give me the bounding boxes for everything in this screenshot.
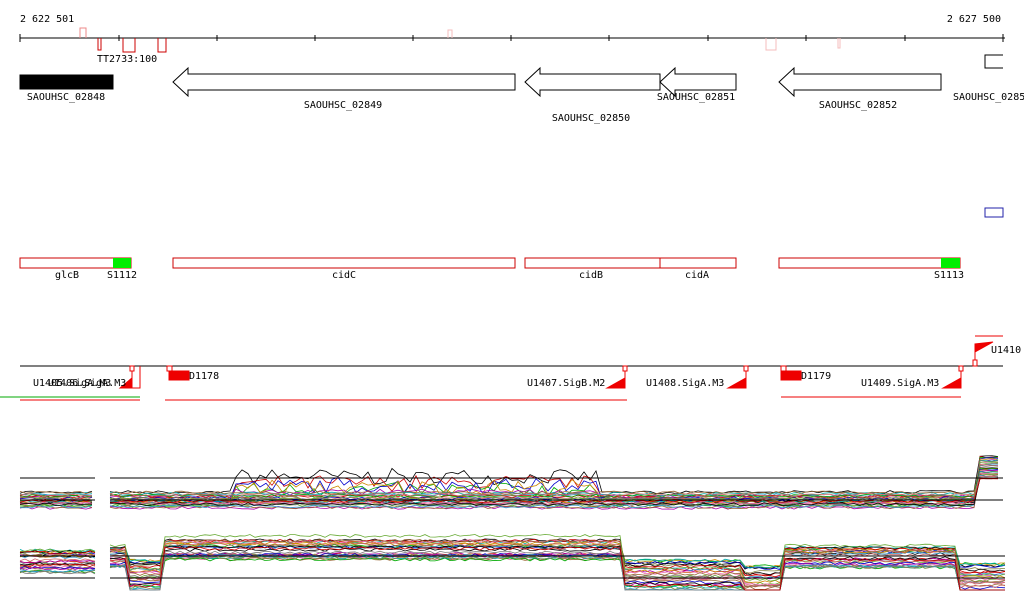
regulon-label: D1179 [801, 371, 831, 382]
promoter-base [622, 365, 628, 372]
expression-line [109, 539, 1006, 588]
operon [172, 257, 516, 269]
axis-end: 2 627 500 [947, 14, 1001, 25]
terminator-base [780, 365, 787, 372]
expression-line [109, 472, 999, 500]
expression-line [109, 557, 1005, 591]
operon-label: cidA [685, 270, 709, 281]
expression-line [19, 490, 93, 494]
expression-line [19, 495, 93, 500]
expression-line [19, 550, 96, 554]
operon-site [113, 258, 131, 268]
gene [984, 54, 1003, 69]
expression-line [109, 478, 999, 503]
promoter-base [129, 365, 135, 372]
expression-line [110, 542, 1005, 569]
gene-label: SAOUHSC_02852 [819, 100, 897, 111]
regulon-label: U1410 [991, 345, 1021, 356]
expression-line [109, 462, 999, 495]
feature [79, 27, 87, 38]
operon-site [941, 258, 960, 268]
gene [778, 66, 942, 98]
expression-line [19, 501, 93, 505]
expression-line [109, 473, 999, 505]
feature [157, 38, 167, 53]
regulon-label: D1178 [189, 371, 219, 382]
expression-line [19, 570, 96, 575]
promoter-base [743, 365, 749, 372]
expression-line [19, 502, 93, 507]
expression-line [109, 555, 1005, 591]
feature [97, 38, 102, 51]
regulon-label: U1405.SigA.M3 [33, 378, 111, 389]
expression-line [19, 505, 93, 509]
regulon-label: U1409.SigA.M3 [861, 378, 939, 389]
expression-line [19, 491, 93, 495]
expression-line [19, 548, 96, 552]
regulons [0, 335, 1003, 401]
expression-line [109, 539, 1006, 586]
terminator [780, 370, 802, 381]
gene-label: SAOUHSC_0285 [953, 92, 1024, 103]
axis-start: 2 622 501 [20, 14, 74, 25]
expression-line [19, 563, 96, 567]
gene [19, 74, 114, 90]
expression-line [19, 493, 93, 497]
regulon-label: U1407.SigB.M2 [527, 378, 605, 389]
promoter-stem [131, 366, 962, 389]
operon [778, 257, 961, 269]
operon-label: S1112 [107, 270, 137, 281]
promoter-base [958, 365, 964, 372]
expression-line [19, 566, 96, 571]
operons [19, 257, 961, 269]
gene [172, 66, 516, 98]
expression-line [19, 569, 96, 573]
expression-line [109, 542, 1006, 591]
axis [19, 34, 1005, 42]
feature [447, 29, 841, 51]
expression-line [109, 555, 1005, 591]
gene [659, 66, 737, 98]
gene [524, 66, 661, 98]
feature [122, 38, 136, 53]
gene [984, 207, 1004, 218]
expression-line [109, 534, 1006, 582]
expression-line [19, 558, 96, 562]
operon-label: cidB [579, 270, 603, 281]
expression-line [19, 559, 96, 564]
regulon-label: U1406.SigA.M3 [48, 378, 126, 389]
expression-profiles [19, 455, 1006, 591]
terminator-base [166, 365, 173, 372]
promoter-stem [972, 335, 1003, 367]
operon-label: cidC [332, 270, 356, 281]
expression-line [109, 475, 999, 497]
gene-label: SAOUHSC_02848 [27, 92, 105, 103]
expression-line [19, 550, 96, 555]
feature-label: TT2733:100 [97, 54, 157, 65]
axis-ticks [19, 34, 1004, 42]
terminator [168, 370, 190, 381]
operon [524, 257, 737, 269]
expression-line [19, 554, 96, 558]
expression-line [109, 546, 1005, 591]
operon-label: S1113 [934, 270, 964, 281]
operon-label: glcB [55, 270, 79, 281]
expression-line [109, 473, 999, 510]
expression-line [20, 504, 93, 509]
expression-line [109, 459, 999, 496]
gene-label: SAOUHSC_02849 [304, 100, 382, 111]
features [79, 27, 841, 53]
expression-line [109, 477, 999, 507]
regulon-label: U1408.SigA.M3 [646, 378, 724, 389]
gene-label: SAOUHSC_02850 [552, 113, 630, 124]
expression-line [110, 550, 1006, 587]
gene-label: SAOUHSC_02851 [657, 92, 735, 103]
expression-line [109, 459, 999, 499]
expression-line [19, 563, 96, 568]
genes [19, 54, 1004, 218]
